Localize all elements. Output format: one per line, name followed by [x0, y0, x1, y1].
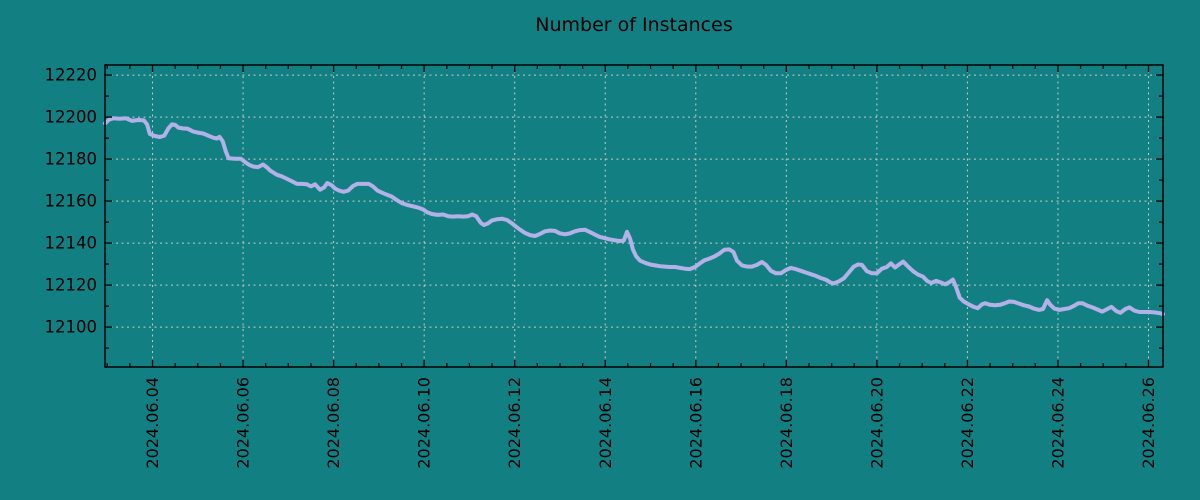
- y-tick-label: 12160: [45, 192, 98, 211]
- series-line-instances: [103, 116, 1165, 317]
- x-tick-label: 2024.06.26: [1139, 377, 1158, 469]
- y-tick-label: 12140: [45, 234, 98, 253]
- x-tick-label: 2024.06.04: [143, 377, 162, 469]
- y-tick-label: 12180: [45, 150, 98, 169]
- x-tick-label: 2024.06.22: [958, 377, 977, 469]
- x-tick-label: 2024.06.16: [686, 377, 705, 469]
- y-tick-label: 12100: [45, 318, 98, 337]
- y-tick-label: 12220: [45, 66, 98, 85]
- x-tick-label: 2024.06.24: [1048, 377, 1067, 469]
- x-tick-label: 2024.06.12: [505, 377, 524, 469]
- y-tick-label: 12120: [45, 276, 98, 295]
- x-tick-label: 2024.06.14: [596, 377, 615, 469]
- grid-layer: [105, 65, 1163, 367]
- x-tick-label: 2024.06.06: [234, 377, 253, 469]
- series-layer: [103, 116, 1165, 317]
- x-tick-label: 2024.06.20: [867, 377, 886, 469]
- y-tick-label: 12200: [45, 108, 98, 127]
- x-tick-label: 2024.06.08: [324, 377, 343, 469]
- plot-frame: [104, 64, 1164, 368]
- axis-layer: [104, 64, 1164, 368]
- chart-title: Number of Instances: [535, 14, 732, 36]
- x-tick-label: 2024.06.10: [415, 377, 434, 469]
- x-tick-label: 2024.06.18: [777, 377, 796, 469]
- label-layer: 12100 12120 12140 12160 12180 12200 12220 2024.…: [45, 66, 1159, 469]
